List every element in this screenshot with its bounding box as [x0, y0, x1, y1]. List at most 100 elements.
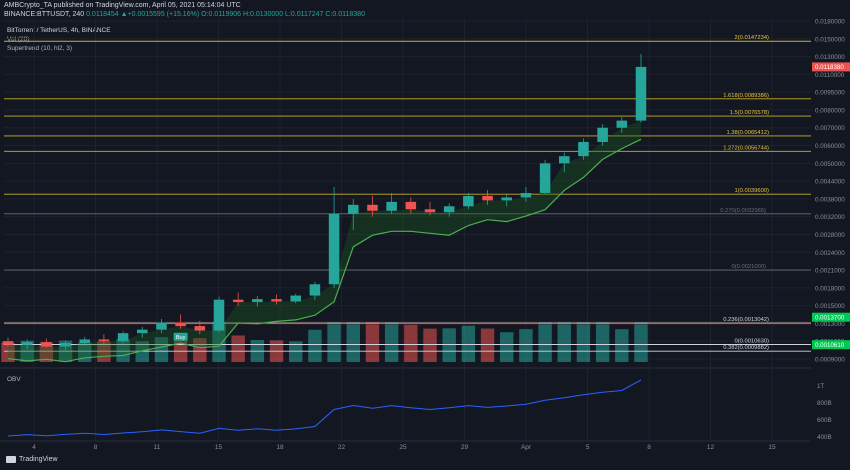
obv-pane — [7, 379, 642, 437]
price-badge — [812, 62, 850, 72]
price-tick-label: 0.0110000 — [815, 72, 845, 79]
time-tick-label: Apr — [521, 444, 532, 451]
volume-bar — [384, 322, 399, 362]
candle-body — [539, 163, 551, 193]
volume-bar — [308, 329, 322, 362]
volume-bar — [615, 329, 629, 362]
candle-body — [2, 341, 14, 345]
fib-label: 1.5(0.0076578) — [730, 110, 769, 116]
candle-body — [597, 127, 608, 142]
obv-tick-label: 1T — [817, 383, 825, 390]
volume-bar — [500, 332, 514, 362]
volume-bar — [519, 329, 533, 362]
time-tick-label: 29 — [461, 444, 469, 451]
time-tick-label: 8 — [647, 444, 651, 451]
candle-body — [309, 284, 321, 296]
price-tick-label: 0.0013000 — [815, 321, 845, 328]
volume-bar — [365, 322, 380, 362]
candle-body — [635, 66, 647, 121]
price-tick-label: 0.0080000 — [815, 107, 845, 114]
supertrend-band — [7, 120, 642, 363]
fib-label: 0.382(0.0009882) — [723, 345, 769, 351]
candle-body — [232, 299, 244, 303]
fib-levels: 0.270(0.0032965) 0(0.0021000) 2(0.0147234)… — [4, 35, 811, 352]
price-tick-label: 0.0050000 — [815, 161, 845, 168]
price-tick-label: 0.0095000 — [815, 90, 845, 97]
legend-supertrend[interactable]: Supertrend (10, hl2, 3) — [7, 45, 73, 52]
volume-bar — [135, 341, 149, 362]
symbol-label[interactable]: BINANCE:BTTUSDT, 240 — [4, 11, 85, 18]
volume-bar — [212, 322, 226, 362]
fib-label: 1.618(0.0089386) — [723, 93, 769, 99]
candle-body — [328, 213, 340, 285]
volume-bar — [404, 324, 418, 362]
volume-bar — [327, 322, 341, 362]
fib-label: 0.236(0.0013042) — [723, 317, 769, 323]
indicator-legend: BitTorrent / TetherUS, 4h, BINANCE Vol (… — [7, 26, 111, 53]
candle-body — [616, 120, 628, 128]
time-tick-label: 18 — [276, 444, 284, 451]
time-tick-label: 12 — [707, 444, 715, 451]
volume-bar — [480, 328, 495, 362]
legend-title[interactable]: BitTorrent / TetherUS, 4h, BINANCE — [7, 27, 111, 34]
candle-body — [117, 333, 129, 342]
time-tick-label: 5 — [586, 444, 590, 451]
obv-tick-label: 800B — [817, 400, 832, 407]
legend-volume[interactable]: Vol (20) — [7, 36, 30, 43]
price-tick-label: 0.0024000 — [815, 250, 845, 257]
candle-body — [290, 295, 302, 302]
candle-body — [386, 201, 397, 211]
candle-body — [463, 195, 474, 207]
price-tick-label: 0.0021000 — [815, 268, 845, 275]
volume-bar — [461, 325, 476, 362]
price-tick-label: 0.0044000 — [815, 179, 845, 186]
price-badge — [812, 312, 850, 322]
volume-bar — [442, 328, 456, 362]
price-axis-bg — [811, 0, 850, 470]
candle-body — [271, 299, 282, 302]
volume-bar — [346, 322, 360, 362]
candle-body — [194, 326, 206, 331]
fib-label: 1.38(0.0065412) — [726, 130, 769, 136]
volume-bar — [1, 342, 15, 362]
candle-body — [578, 141, 589, 157]
price-tick-label: 0.0018000 — [815, 285, 845, 292]
watermark-text: TradingView — [19, 456, 58, 463]
price-tick-label: 0.0150000 — [815, 36, 845, 43]
volume-bar — [538, 322, 552, 362]
time-tick-label: 15 — [768, 444, 776, 451]
candle-body — [252, 299, 263, 303]
obv-tick-label: 600B — [817, 417, 832, 424]
volume-bar — [154, 337, 169, 362]
candle-body — [175, 322, 186, 327]
price-badge-text: 0.0010610 — [815, 342, 845, 349]
volume-bar — [231, 335, 245, 362]
price-tick-label: 0.0038000 — [815, 196, 845, 203]
time-tick-label: 25 — [399, 444, 407, 451]
candle-body — [41, 342, 52, 347]
volume-bar — [289, 341, 303, 362]
ohlc-values: 0.0118454 ▲+0.0015595 (+15.16%) O:0.0119… — [86, 11, 365, 18]
volume-bar — [576, 322, 591, 362]
fib-label: 0(0.0010630) — [735, 339, 770, 345]
price-tick-label: 0.0130000 — [815, 54, 845, 61]
volume-bar — [557, 322, 571, 362]
level-label: 0(0.0021000) — [732, 264, 767, 270]
candle-body — [367, 204, 378, 211]
candle-body — [98, 339, 110, 342]
candle-body — [482, 195, 493, 201]
obv-label[interactable]: OBV — [7, 376, 21, 383]
price-tick-label: 0.0180000 — [815, 19, 845, 26]
tradingview-watermark[interactable]: TradingView — [6, 456, 58, 463]
price-tick-label: 0.0032000 — [815, 214, 845, 221]
volume-bar — [423, 328, 437, 362]
axes: 0.0180000 0.0150000 0.0130000 0.0110000 0.00… — [32, 0, 850, 470]
time-tick-label: 22 — [338, 444, 346, 451]
candle-body — [443, 206, 455, 213]
price-badge-text: 0.0013700 — [815, 314, 845, 321]
candle-body — [501, 197, 513, 201]
volume-bar — [39, 342, 54, 362]
candle-body — [79, 339, 91, 343]
price-badge — [812, 340, 850, 350]
